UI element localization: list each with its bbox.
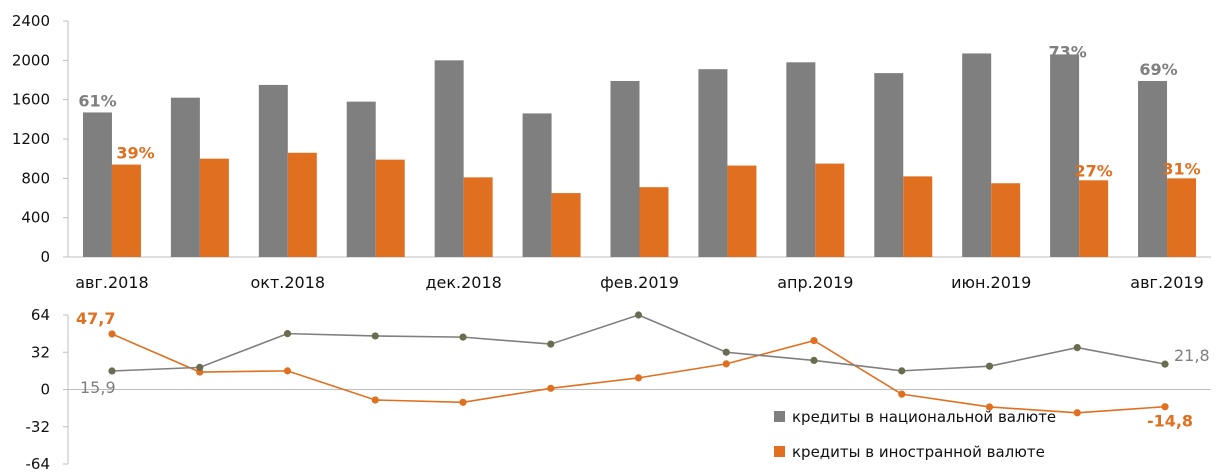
- legend-swatch-national: [774, 411, 785, 422]
- bar-national: [786, 62, 816, 257]
- line-point-foreign: [722, 360, 730, 368]
- line-y-tick-label: -64: [26, 455, 51, 473]
- line-point-foreign: [985, 403, 994, 411]
- line-point-national: [283, 330, 292, 338]
- bar-foreign: [551, 193, 581, 257]
- line-point-foreign: [547, 384, 555, 392]
- bar-y-tick-label: 400: [21, 209, 50, 227]
- line-y-tick-label: 32: [31, 343, 50, 361]
- line-point-national: [459, 333, 467, 341]
- bar-y-tick-label: 0: [40, 248, 50, 266]
- bar-foreign: [639, 187, 669, 257]
- bar-national: [170, 97, 200, 257]
- bar-national: [346, 101, 376, 257]
- bar-x-tick-label: апр.2019: [777, 273, 853, 292]
- bar-x-tick-label: авг.2019: [1130, 273, 1203, 292]
- pct-label-foreign-peak: 27%: [1074, 161, 1112, 180]
- line-point-foreign: [898, 390, 906, 398]
- bar-national: [522, 113, 552, 257]
- line-label-national-first: 15,9: [80, 378, 116, 397]
- line-chart-labels: 15,9 47,7 21,8 -14,8: [76, 309, 1210, 431]
- bar-national: [874, 73, 904, 257]
- bar-x-tick-label: фев.2019: [600, 273, 679, 292]
- line-label-foreign-first: 47,7: [76, 309, 115, 328]
- bar-national: [698, 69, 728, 257]
- bar-foreign: [727, 165, 757, 257]
- bar-foreign: [1079, 180, 1109, 257]
- pct-label-national-first: 61%: [78, 91, 116, 110]
- bar-y-tick-label: 1600: [12, 91, 50, 109]
- bar-foreign: [1167, 178, 1197, 257]
- bar-foreign: [287, 152, 317, 257]
- line-point-foreign: [283, 367, 292, 375]
- bar-x-tick-label: авг.2018: [75, 273, 148, 292]
- bar-national: [434, 60, 464, 258]
- bar-foreign: [111, 164, 141, 257]
- bar-national: [1050, 54, 1080, 257]
- bar-x-tick-label: июн.2019: [951, 273, 1031, 292]
- bar-national: [962, 53, 992, 258]
- bar-foreign: [463, 177, 493, 257]
- line-point-national: [1161, 360, 1169, 368]
- line-chart-marks: [108, 311, 1169, 417]
- pct-label-national-peak: 73%: [1048, 42, 1086, 61]
- bar-foreign: [375, 159, 405, 257]
- line-point-national: [898, 367, 906, 375]
- bar-chart-marks: [82, 53, 1197, 258]
- pct-label-foreign-last: 31%: [1162, 159, 1200, 178]
- bar-y-tick-label: 2400: [12, 12, 50, 30]
- line-y-tick-label: 0: [40, 381, 50, 399]
- bar-y-tick-label: 1200: [12, 130, 50, 148]
- bar-chart-labels: авг.2018 окт.2018 дек.2018 фев.2019 апр.2019…: [75, 42, 1204, 292]
- line-series-national: [111, 314, 1166, 372]
- bar-foreign: [199, 158, 229, 257]
- line-point-foreign: [1161, 403, 1169, 411]
- legend-label-foreign: кредиты в иностранной валюте: [792, 443, 1045, 461]
- line-series-foreign: [111, 333, 1166, 414]
- line-point-national: [196, 363, 204, 371]
- bar-y-tick-label: 2000: [12, 51, 50, 69]
- bar-national: [258, 84, 288, 258]
- line-point-foreign: [108, 330, 116, 338]
- bar-x-tick-label: окт.2018: [251, 273, 326, 292]
- line-label-national-last: 21,8: [1174, 346, 1210, 365]
- bar-y-tick-label: 800: [21, 169, 50, 187]
- line-point-foreign: [810, 337, 818, 345]
- bar-chart-axes: 0 400 800 1200 1600 2000 2400: [12, 12, 1211, 266]
- line-point-foreign: [634, 374, 643, 382]
- bar-national: [610, 80, 640, 257]
- pct-label-foreign-first: 39%: [116, 144, 154, 163]
- line-y-tick-label: 64: [31, 306, 50, 324]
- bar-national: [82, 112, 112, 257]
- line-point-national: [1073, 343, 1081, 352]
- line-point-foreign: [459, 398, 467, 406]
- line-point-national: [371, 332, 379, 340]
- line-point-national: [985, 362, 994, 370]
- bar-national: [1138, 80, 1168, 257]
- bar-foreign: [815, 163, 845, 257]
- line-point-national: [722, 348, 730, 356]
- pct-label-national-last: 69%: [1139, 60, 1177, 79]
- bar-foreign: [991, 183, 1021, 257]
- legend: кредиты в национальной валюте кредиты в …: [774, 408, 1056, 461]
- legend-label-national: кредиты в национальной валюте: [792, 408, 1056, 426]
- line-point-national: [108, 367, 116, 375]
- line-y-tick-label: -32: [26, 418, 51, 436]
- line-point-national: [634, 311, 643, 319]
- line-point-foreign: [371, 396, 379, 404]
- line-chart-axes: 64 32 0 -32 -64: [26, 306, 1211, 473]
- legend-swatch-foreign: [774, 446, 785, 457]
- line-point-foreign: [1073, 409, 1081, 417]
- bar-x-tick-label: дек.2018: [425, 273, 501, 292]
- line-point-national: [810, 356, 818, 364]
- line-point-national: [547, 340, 555, 348]
- bar-foreign: [903, 176, 933, 257]
- line-label-foreign-last: -14,8: [1147, 412, 1193, 431]
